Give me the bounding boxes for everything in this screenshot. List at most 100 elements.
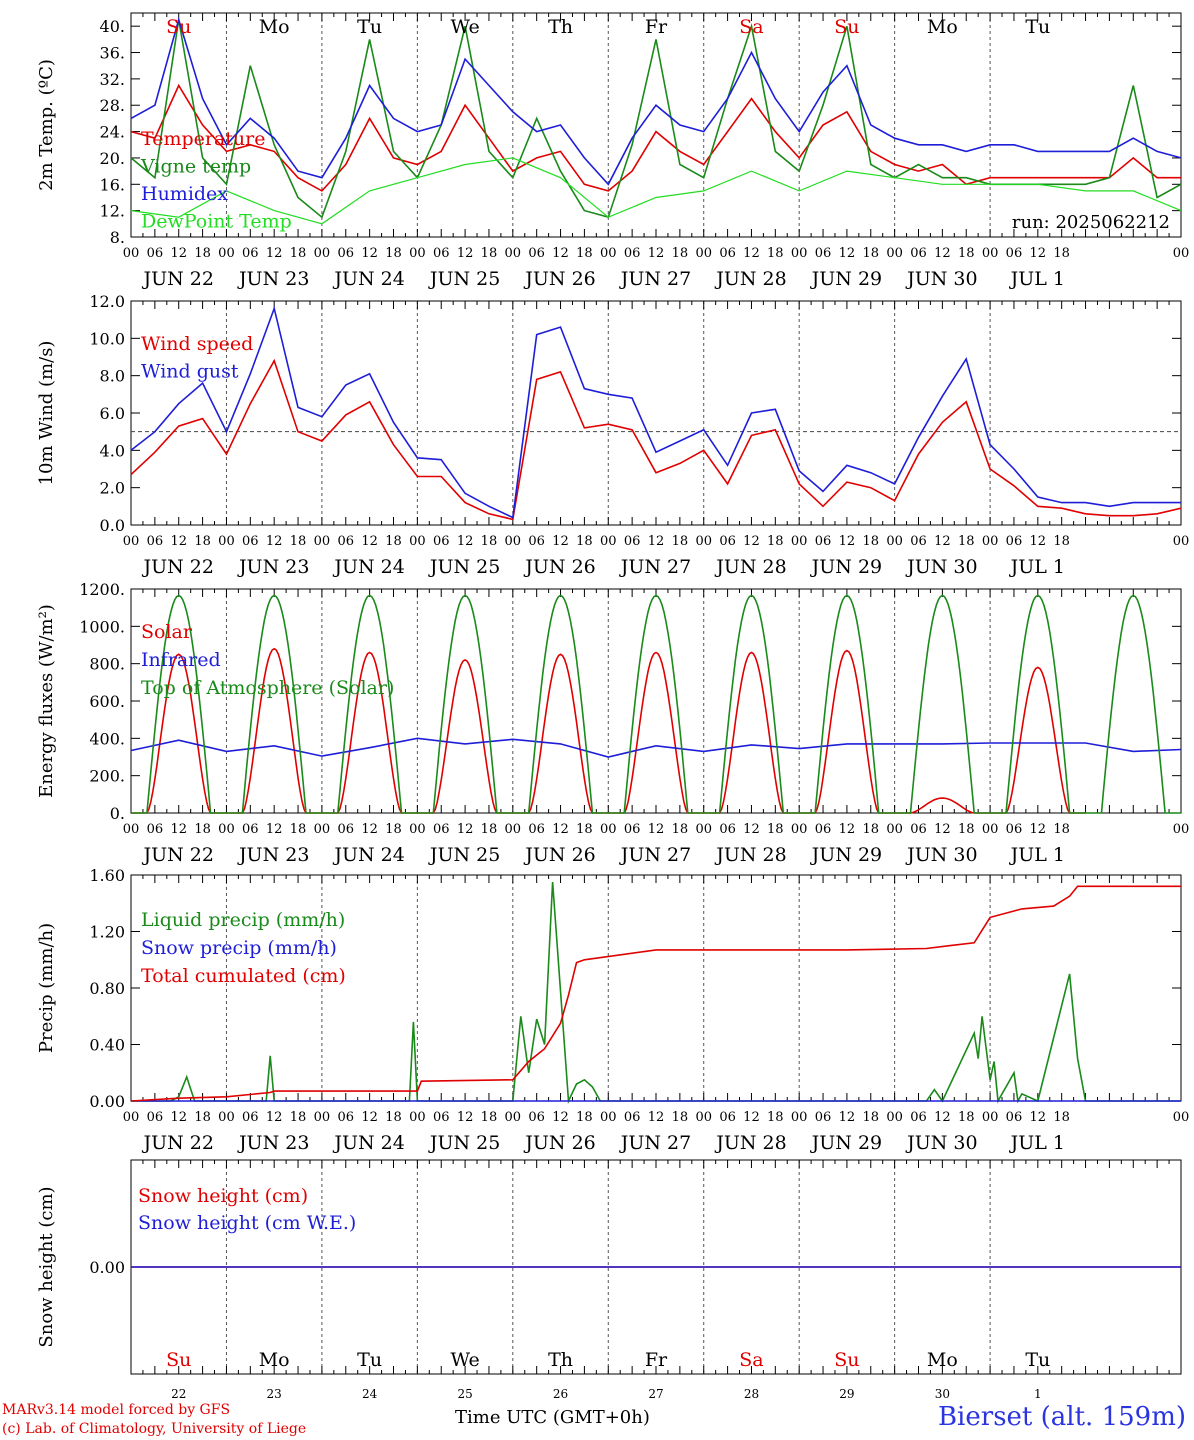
hour-tick-label: 12 [361,822,378,837]
hour-tick-label: 06 [910,1110,927,1125]
hour-tick-label: 12 [457,534,474,549]
hour-tick-label: 06 [528,1110,545,1125]
hour-tick-label: 18 [767,1110,784,1125]
y-axis-label: Precip (mm/h) [36,923,57,1053]
hour-tick-label: 18 [862,246,879,261]
hour-tick-label: 00 [409,246,426,261]
hour-tick-label: 00 [982,822,999,837]
hour-tick-label: 12 [1030,822,1047,837]
panel-frame [130,300,1182,526]
hour-tick-label: 06 [719,822,736,837]
day-name: Fr [645,16,668,38]
hour-tick-label: 18 [958,822,975,837]
hour-tick-label: 00 [600,534,617,549]
date-label: JUN 25 [428,556,500,578]
date-label: JUN 25 [428,268,500,290]
series-line-3 [131,594,1181,814]
y-tick-label: 0.0 [100,516,125,535]
hour-tick-label: 18 [194,822,211,837]
hour-tick-label: 06 [1006,822,1023,837]
hour-tick-label: 12 [266,534,283,549]
day-name: Tu [357,16,382,38]
y-tick-label: 10.0 [89,329,125,348]
hour-tick-label: 06 [815,822,832,837]
time-axis-label: Time UTC (GMT+0h) [455,1407,650,1428]
y-tick-label: 1.60 [89,866,125,885]
date-label: JUN 26 [523,556,595,578]
y-axis-label: Energy fluxes (W/m²) [36,604,57,798]
hour-tick-label: 18 [385,822,402,837]
hour-tick-label: 06 [624,534,641,549]
hour-tick-label: 06 [1006,1110,1023,1125]
date-label: JUN 28 [714,268,786,290]
hour-tick-label: 06 [1006,534,1023,549]
panel-5: 0.00 Snow height (cm) Snow height (cm) Snow… [36,1159,1182,1401]
model-credit: MARv3.14 model forced by GFS [2,1402,231,1418]
hour-tick-label: 00 [695,246,712,261]
hour-tick-label: 18 [194,246,211,261]
y-tick-label: 600. [89,692,125,711]
date-label: JUN 27 [619,556,691,578]
hour-tick-label: 12 [266,822,283,837]
bottom-day-number: 1 [1034,1387,1042,1401]
bottom-day-number: 23 [267,1387,282,1401]
hour-tick-label: 06 [910,534,927,549]
hour-tick-label: 12 [743,822,760,837]
date-label: JUN 22 [141,844,213,866]
y-tick-label: 2.0 [100,479,125,498]
hour-tick-label: 18 [1053,534,1070,549]
hour-tick-label: 00 [218,822,235,837]
hour-tick-label: 12 [743,534,760,549]
hour-tick-label: 18 [194,1110,211,1125]
hour-tick-label: 00 [695,822,712,837]
date-label: JUL 1 [1009,268,1065,290]
series-line-1 [130,83,1181,192]
bottom-day-name: Tu [357,1349,382,1371]
hour-tick-label: 18 [1053,822,1070,837]
hour-tick-label: 00 [1173,1110,1190,1125]
hour-tick-label: 12 [839,1110,856,1125]
hour-tick-label: 18 [576,534,593,549]
hour-tick-label: 12 [170,534,187,549]
hour-tick-label: 00 [123,246,140,261]
hour-tick-label: 06 [147,822,164,837]
y-tick-label: 0. [110,804,125,823]
hour-tick-label: 18 [481,534,498,549]
bottom-day-name: Mo [927,1349,958,1371]
hour-tick-label: 18 [481,246,498,261]
day-name: We [450,16,479,38]
y-axis-label: Snow height (cm) [36,1186,57,1347]
hour-tick-label: 18 [862,1110,879,1125]
date-label: JUN 27 [619,268,691,290]
hour-tick-label: 06 [1006,246,1023,261]
panel-3: 0. 200. 400. 600. 800. 1000. 1200. Energy fluxe… [36,580,1189,866]
bottom-day-number: 22 [171,1387,186,1401]
panel-frame [130,588,1182,814]
legend-entry: Total cumulated (cm) [141,965,346,987]
date-label: JUN 26 [523,268,595,290]
y-tick-label: 8. [110,228,125,247]
hour-tick-label: 06 [815,534,832,549]
hour-tick-label: 00 [505,1110,522,1125]
hour-tick-label: 18 [862,822,879,837]
hour-tick-label: 12 [648,534,665,549]
date-label: JUN 24 [332,556,404,578]
hour-tick-label: 06 [528,822,545,837]
hour-tick-label: 00 [409,534,426,549]
hour-tick-label: 00 [218,1110,235,1125]
hour-tick-label: 18 [767,822,784,837]
series-line-2 [130,737,1182,758]
hour-tick-label: 00 [409,1110,426,1125]
hour-tick-label: 06 [719,1110,736,1125]
y-tick-label: 6.0 [100,404,125,423]
hour-tick-label: 06 [719,534,736,549]
series-line-1 [130,358,1182,521]
bottom-day-number: 24 [362,1387,378,1401]
series-line-3 [130,885,1181,1102]
hour-tick-label: 00 [314,534,331,549]
hour-tick-label: 00 [886,822,903,837]
date-label: JUN 22 [141,268,213,290]
hour-tick-label: 12 [552,822,569,837]
date-label: JUN 23 [237,268,309,290]
station-label: Bierset (alt. 159m) [937,1402,1186,1432]
